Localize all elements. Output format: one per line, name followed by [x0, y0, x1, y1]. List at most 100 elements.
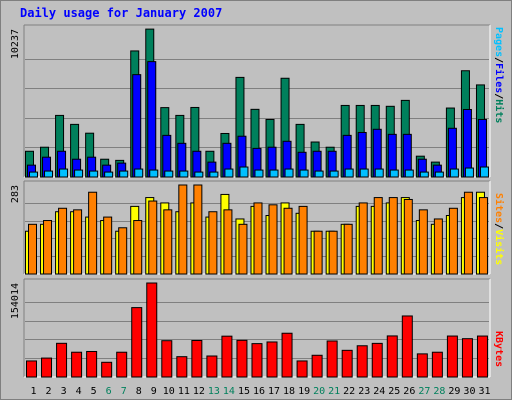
bar-pages	[74, 169, 84, 178]
x-day-label: 2	[46, 386, 52, 397]
y-axis-max-label: 283	[10, 185, 21, 203]
bar-sites	[313, 230, 323, 275]
bar-pages	[329, 170, 339, 178]
x-day-label: 12	[193, 386, 205, 397]
bar-pages	[59, 168, 69, 178]
x-day-label: 19	[298, 386, 310, 397]
bar-pages	[404, 169, 414, 178]
x-day-label: 9	[151, 386, 157, 397]
bar-kbytes	[71, 351, 83, 378]
y-axis-max-label: 154014	[10, 283, 21, 319]
x-day-label: 28	[433, 386, 445, 397]
bar-pages	[149, 169, 159, 178]
bar-sites	[463, 191, 473, 275]
bar-sites	[178, 184, 188, 275]
bar-pages	[164, 170, 174, 178]
bar-pages	[254, 169, 264, 178]
x-day-label: 25	[388, 386, 400, 397]
legend-visits: Visits	[493, 229, 505, 265]
bar-pages	[194, 171, 204, 178]
bar-kbytes	[326, 340, 338, 378]
legend-middle: Sites/Visits	[493, 193, 505, 265]
x-day-label: 6	[106, 386, 112, 397]
bar-kbytes	[236, 339, 248, 378]
bar-kbytes	[101, 361, 113, 378]
bar-sites	[103, 216, 113, 275]
bar-pages	[224, 168, 234, 178]
x-day-label: 8	[136, 386, 142, 397]
bar-pages	[314, 170, 324, 178]
bar-sites	[223, 209, 233, 275]
bar-kbytes	[281, 332, 293, 378]
bar-kbytes	[41, 357, 53, 378]
bar-kbytes	[146, 282, 158, 378]
bar-kbytes	[431, 351, 443, 378]
x-day-label: 4	[76, 386, 82, 397]
bar-pages	[464, 167, 474, 178]
bar-kbytes	[371, 342, 383, 378]
bar-pages	[359, 168, 369, 178]
x-day-label: 30	[463, 386, 475, 397]
legend-top: Pages/Files/Hits	[493, 27, 505, 123]
bar-pages	[374, 168, 384, 178]
x-day-label: 23	[358, 386, 370, 397]
x-day-label: 18	[283, 386, 295, 397]
bar-files	[462, 108, 472, 178]
x-day-label: 31	[478, 386, 490, 397]
bar-pages	[449, 168, 459, 178]
legend-sites: Sites	[493, 193, 505, 223]
bar-kbytes	[116, 351, 128, 378]
legend-hits: Hits	[493, 99, 505, 123]
legend-pages: Pages	[493, 27, 504, 57]
bar-sites	[283, 207, 293, 275]
bar-kbytes	[251, 343, 263, 378]
bar-pages	[299, 169, 309, 178]
x-day-label: 1	[31, 386, 37, 397]
bar-sites	[298, 205, 308, 275]
x-day-label: 16	[253, 386, 265, 397]
bar-pages	[119, 170, 129, 178]
x-day-label: 27	[418, 386, 430, 397]
bar-sites	[478, 197, 488, 275]
bar-pages	[419, 171, 429, 178]
x-day-label: 22	[343, 386, 355, 397]
bar-pages	[284, 168, 294, 178]
x-day-label: 21	[328, 386, 340, 397]
bar-pages	[209, 171, 219, 178]
bar-pages	[269, 169, 279, 178]
legend-sep: /	[493, 223, 504, 229]
bar-sites	[208, 211, 218, 275]
x-day-label: 10	[163, 386, 175, 397]
bar-kbytes	[311, 354, 323, 378]
x-day-label: 5	[91, 386, 97, 397]
bar-kbytes	[461, 338, 473, 378]
legend-sep: /	[493, 93, 504, 99]
x-day-label: 13	[208, 386, 220, 397]
bar-kbytes	[206, 355, 218, 378]
legend-files: Files	[493, 63, 505, 93]
bar-sites	[343, 223, 353, 275]
bar-sites	[133, 220, 143, 275]
bar-kbytes	[296, 360, 308, 378]
bar-kbytes	[176, 356, 188, 378]
x-day-label: 26	[403, 386, 415, 397]
bar-kbytes	[401, 315, 413, 378]
x-day-label: 11	[178, 386, 190, 397]
x-day-label: 7	[121, 386, 127, 397]
bar-kbytes	[416, 353, 428, 378]
bar-pages	[389, 169, 399, 178]
bar-sites	[43, 220, 53, 275]
bar-pages	[29, 171, 38, 178]
legend-kbytes: KBytes	[493, 331, 504, 367]
bar-sites	[88, 191, 98, 275]
bar-kbytes	[221, 335, 233, 378]
x-day-label: 14	[223, 386, 235, 397]
bar-sites	[268, 204, 278, 275]
bar-pages	[179, 170, 189, 178]
bar-sites	[373, 197, 383, 275]
legend-bottom: KBytes	[493, 331, 504, 367]
bar-sites	[403, 198, 413, 275]
bar-sites	[448, 207, 458, 275]
bar-sites	[433, 218, 443, 275]
